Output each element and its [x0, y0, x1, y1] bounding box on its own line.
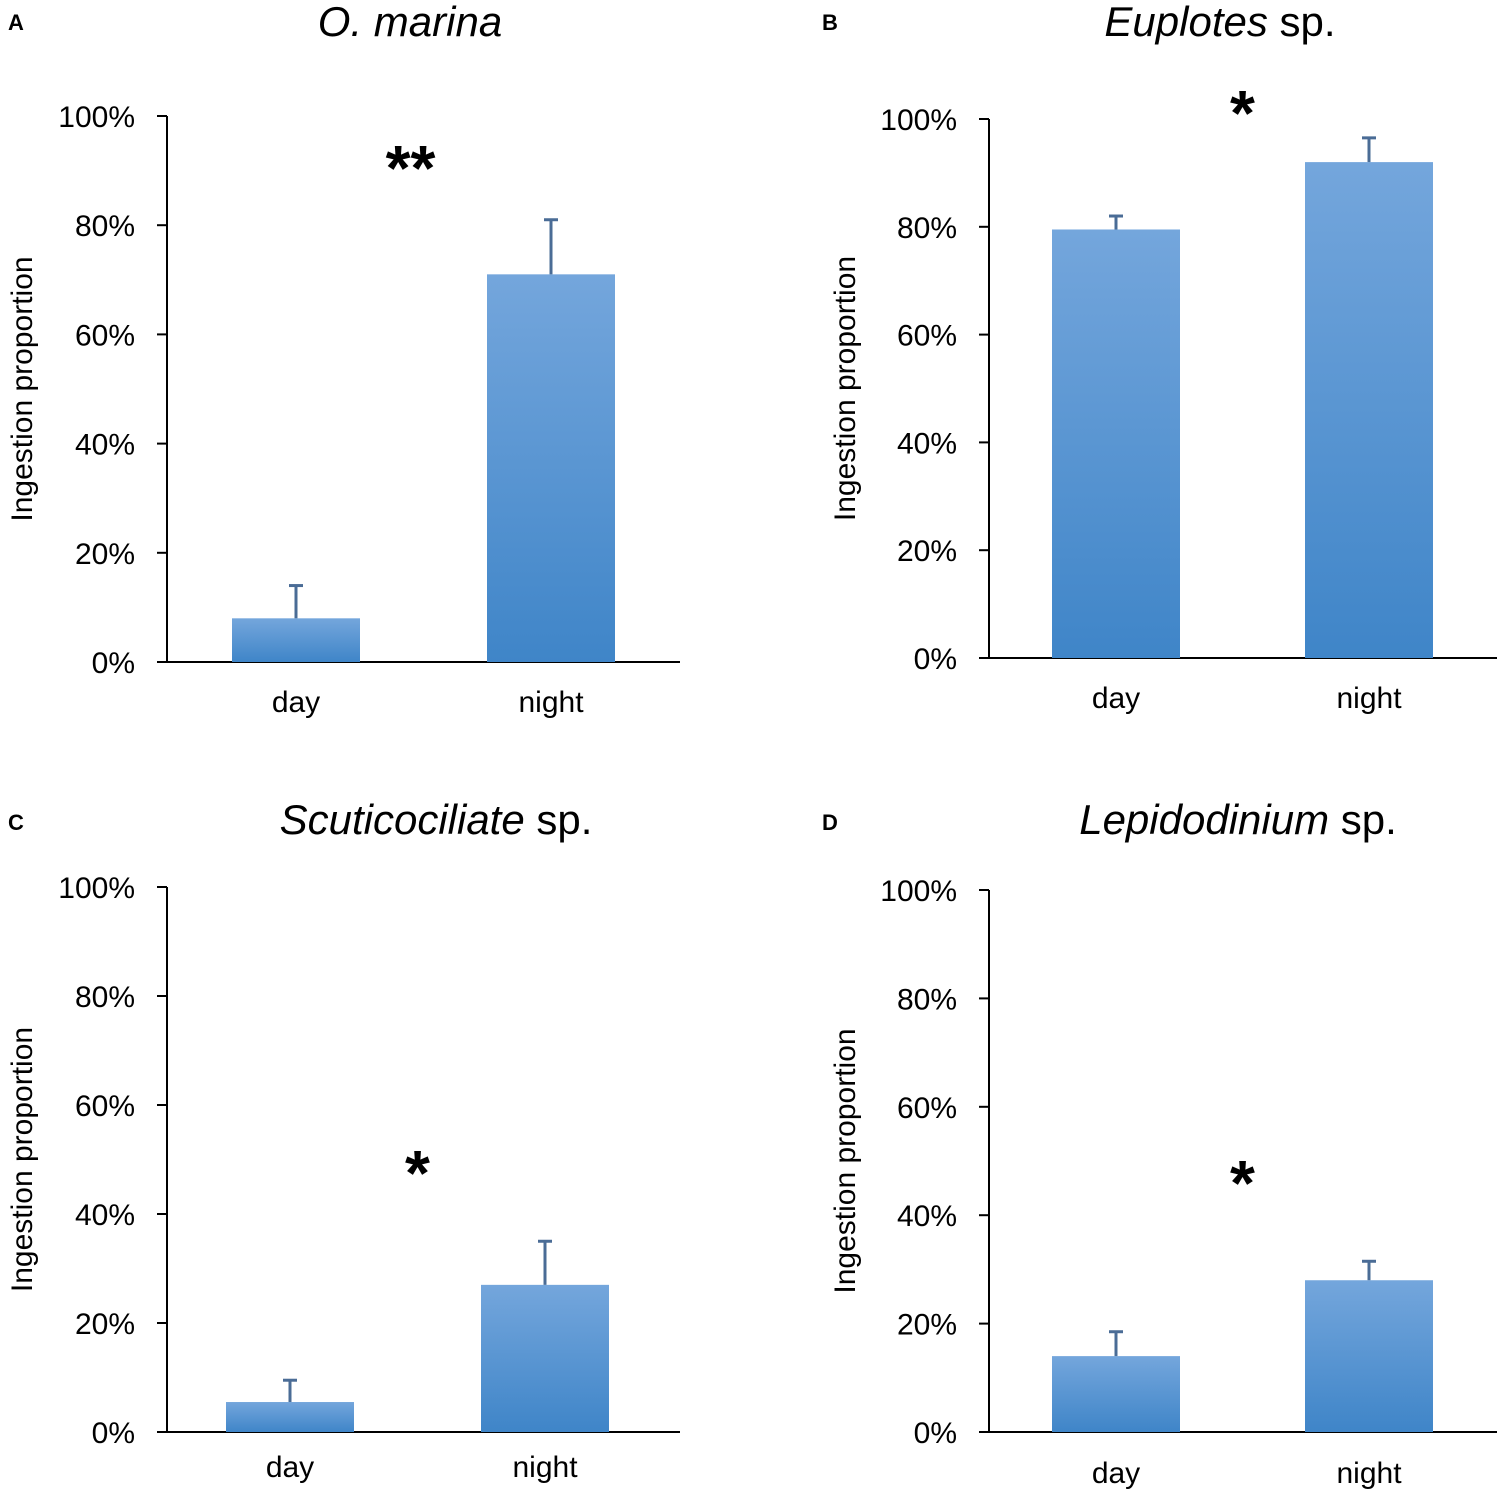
chart-title-italic: Scuticociliate: [280, 796, 525, 843]
significance-marker: *: [405, 1137, 430, 1209]
x-category-label: day: [1092, 1457, 1140, 1490]
x-category-label: day: [272, 686, 320, 719]
x-category-label: night: [518, 686, 584, 719]
panel-d: D Lepidodinium sp. Ingestion proportion 0% 2…: [822, 796, 1497, 1490]
chart-title-italic: O. marina: [318, 0, 502, 45]
y-tick-label: 40%: [897, 1200, 957, 1233]
x-category-label: night: [512, 1451, 578, 1484]
y-tick-label: 100%: [880, 104, 957, 137]
y-tick-label: 80%: [75, 210, 135, 243]
panel-letter: B: [822, 10, 838, 35]
chart-title-rest: sp.: [525, 796, 593, 843]
chart-title-rest: sp.: [1329, 796, 1397, 843]
y-tick-label: 100%: [880, 875, 957, 908]
panel-a: A O. marina Ingestion proportion 0% 20% 40% 60…: [6, 0, 680, 719]
y-tick-label: 0%: [92, 1417, 135, 1450]
significance-marker: *: [1230, 1147, 1255, 1219]
y-tick-label: 0%: [92, 647, 135, 680]
y-axis-label: Ingestion proportion: [829, 1028, 862, 1293]
bar-night: [487, 274, 615, 662]
y-axis-label: Ingestion proportion: [6, 1027, 39, 1292]
y-tick-label: 80%: [75, 981, 135, 1014]
y-tick-label: 40%: [75, 1199, 135, 1232]
y-axis-label: Ingestion proportion: [6, 256, 39, 521]
y-tick-label: 60%: [897, 320, 957, 353]
y-axis-label: Ingestion proportion: [829, 256, 862, 521]
chart-title-italic: Euplotes: [1104, 0, 1267, 45]
bar-day: [1052, 1356, 1180, 1432]
significance-marker: *: [1230, 77, 1255, 149]
y-tick-label: 20%: [75, 538, 135, 571]
chart-title: Scuticociliate sp.: [280, 796, 593, 843]
x-category-label: night: [1336, 1457, 1402, 1490]
y-tick-label: 80%: [897, 983, 957, 1016]
x-category-label: day: [266, 1451, 314, 1484]
y-tick-label: 20%: [897, 535, 957, 568]
bar-night: [1305, 162, 1433, 658]
x-category-label: night: [1336, 682, 1402, 715]
y-tick-label: 20%: [75, 1308, 135, 1341]
y-tick-label: 60%: [897, 1092, 957, 1125]
y-tick-label: 100%: [58, 872, 135, 905]
bar-day: [232, 618, 360, 662]
significance-marker: **: [386, 132, 436, 204]
chart-title-rest: sp.: [1268, 0, 1336, 45]
bar-day: [226, 1402, 354, 1432]
y-tick-label: 0%: [914, 1417, 957, 1450]
y-tick-label: 80%: [897, 212, 957, 245]
y-tick-label: 0%: [914, 643, 957, 676]
panel-letter: A: [8, 10, 24, 35]
y-tick-label: 40%: [75, 429, 135, 462]
y-tick-label: 100%: [58, 101, 135, 134]
y-tick-label: 20%: [897, 1309, 957, 1342]
panel-c: C Scuticociliate sp. Ingestion proportion 0…: [6, 796, 680, 1484]
bar-night: [481, 1284, 609, 1432]
chart-title: O. marina: [318, 0, 502, 45]
y-tick-label: 60%: [75, 1090, 135, 1123]
x-category-label: day: [1092, 682, 1140, 715]
chart-title: Euplotes sp.: [1104, 0, 1335, 45]
bar-night: [1305, 1280, 1433, 1432]
y-tick-label: 60%: [75, 319, 135, 352]
chart-title: Lepidodinium sp.: [1079, 796, 1397, 843]
panel-b: B Euplotes sp. Ingestion proportion 0% 20% 40…: [822, 0, 1497, 715]
bar-day: [1052, 229, 1180, 658]
panel-letter: C: [8, 810, 24, 835]
y-tick-label: 40%: [897, 427, 957, 460]
panel-letter: D: [822, 810, 838, 835]
chart-title-italic: Lepidodinium: [1079, 796, 1329, 843]
